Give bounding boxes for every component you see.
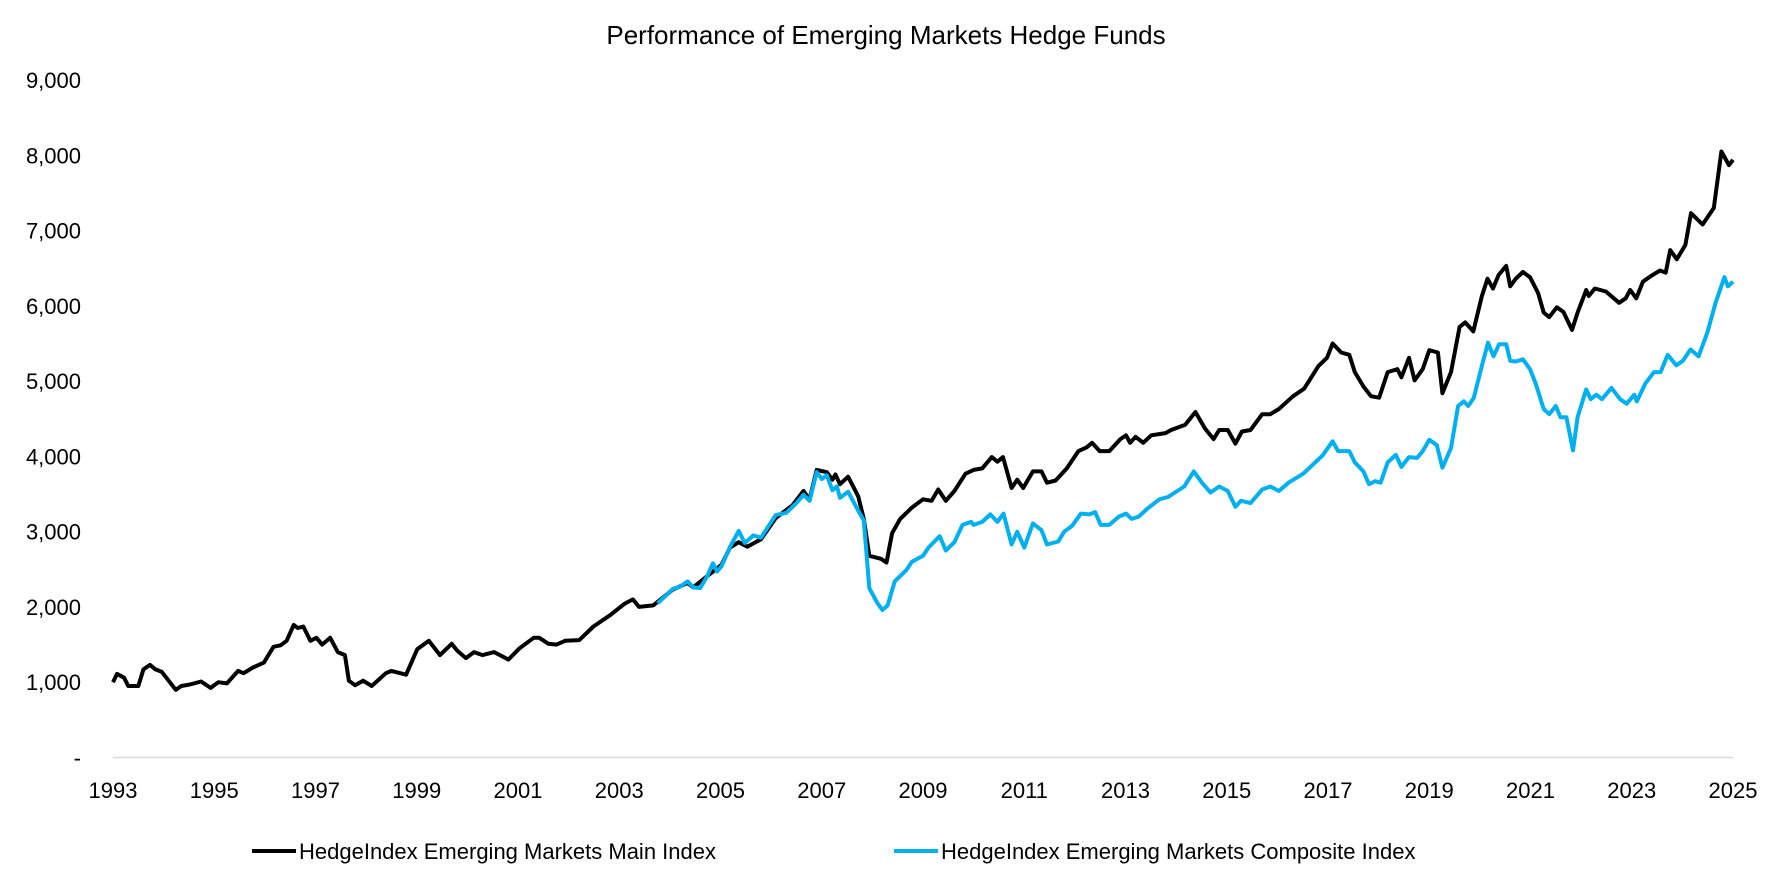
x-tick-label: 2015 (1202, 778, 1251, 803)
y-axis: - 1,000 2,000 3,000 4,000 5,000 6,000 7,000 8,00… (26, 68, 81, 771)
legend-label-composite-index: HedgeIndex Emerging Markets Composite In… (941, 839, 1415, 864)
series-line-main-index (111, 149, 1735, 692)
x-tick-label: 1993 (89, 778, 138, 803)
x-tick-label: 2003 (595, 778, 644, 803)
x-tick-label: 2001 (494, 778, 543, 803)
x-tick-label: 2009 (899, 778, 948, 803)
legend-label-main-index: HedgeIndex Emerging Markets Main Index (299, 839, 716, 864)
series-line-composite-index (656, 275, 1735, 612)
y-tick-label: 8,000 (26, 143, 81, 168)
y-tick-label: 5,000 (26, 369, 81, 394)
y-tick-label: 6,000 (26, 294, 81, 319)
legend: HedgeIndex Emerging Markets Main Index H… (252, 839, 1415, 864)
y-tick-label: 1,000 (26, 670, 81, 695)
x-axis: 1993 1995 1997 1999 2001 2003 2005 2007 2009 2011… (89, 778, 1758, 803)
series-group (111, 149, 1735, 692)
x-tick-label: 2011 (1001, 778, 1048, 803)
x-tick-label: 2005 (696, 778, 745, 803)
y-tick-label: - (74, 746, 81, 771)
y-tick-label: 2,000 (26, 595, 81, 620)
legend-item-main-index: HedgeIndex Emerging Markets Main Index (252, 839, 716, 864)
x-tick-label: 1995 (190, 778, 239, 803)
y-tick-label: 4,000 (26, 444, 81, 469)
x-tick-label: 2023 (1607, 778, 1656, 803)
x-tick-label: 2017 (1304, 778, 1353, 803)
x-tick-label: 1997 (291, 778, 340, 803)
x-tick-label: 2025 (1709, 778, 1758, 803)
y-tick-label: 7,000 (26, 219, 81, 244)
x-tick-label: 1999 (392, 778, 441, 803)
x-tick-label: 2019 (1405, 778, 1454, 803)
legend-item-composite-index: HedgeIndex Emerging Markets Composite In… (894, 839, 1415, 864)
y-tick-label: 9,000 (26, 68, 81, 93)
y-tick-label: 3,000 (26, 520, 81, 545)
x-tick-label: 2007 (797, 778, 846, 803)
chart-title: Performance of Emerging Markets Hedge Fu… (606, 20, 1165, 50)
x-tick-label: 2013 (1101, 778, 1150, 803)
x-tick-label: 2021 (1506, 778, 1555, 803)
